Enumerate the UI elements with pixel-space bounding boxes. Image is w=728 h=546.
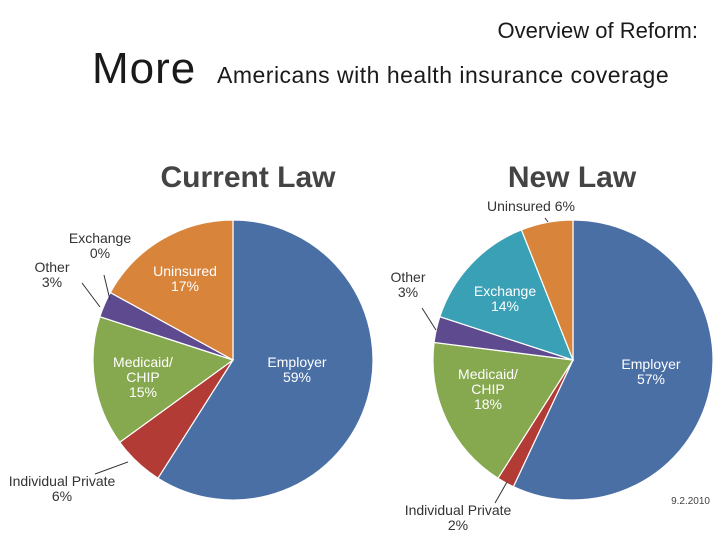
- pie-slice-uninsured: [520, 219, 574, 361]
- pie-slice-employer: [512, 219, 714, 501]
- slice-label-uninsured: Uninsured 6%: [487, 198, 575, 214]
- leader-line-individual-private: [494, 481, 508, 504]
- date-stamp: 9.2.2010: [671, 496, 710, 507]
- slice-label-uninsured: Uninsured 17%: [153, 263, 217, 294]
- slice-label-medicaid-chip: Medicaid/CHIP 15%: [113, 354, 173, 400]
- pie-slice-medicaid-chip: [432, 341, 575, 480]
- slice-label-individual-private: Individual Private 6%: [9, 473, 116, 504]
- pie-slice-exchange: [439, 229, 575, 361]
- pie-slice-employer: [157, 219, 374, 501]
- slice-label-employer: Employer 59%: [267, 354, 326, 385]
- leader-line-other: [421, 307, 437, 331]
- slice-label-medicaid-chip: Medicaid/CHIP 18%: [458, 366, 518, 412]
- slide-title-rest: Americans with health insurance coverage: [217, 62, 670, 88]
- leader-line-individual-private: [94, 461, 129, 475]
- slide-title-main: More: [92, 44, 197, 93]
- slice-label-individual-private: Individual Private 2%: [405, 502, 512, 533]
- pie-chart-current-law: Current Law Employer 59% Individual Private…: [9, 161, 374, 504]
- chart-title: New Law: [508, 161, 637, 194]
- leader-line-uninsured: [544, 217, 549, 223]
- pie-chart-new-law: New Law Employer 57% Individual Private 2% Me…: [390, 161, 714, 533]
- slice-label-exchange: Exchange 0%: [69, 230, 131, 261]
- slice-label-other: Other 3%: [34, 259, 69, 290]
- leader-line-other: [81, 282, 101, 308]
- chart-title: Current Law: [160, 161, 336, 194]
- slide-subtitle: Overview of Reform:: [497, 18, 699, 43]
- pie-slice-uninsured: [109, 219, 234, 362]
- slice-label-employer: Employer 57%: [621, 356, 680, 387]
- leader-line-exchange: [103, 274, 111, 301]
- slice-label-other: Other 3%: [390, 269, 425, 300]
- pie-slice-medicaid-chip: [92, 315, 235, 444]
- slice-label-exchange: Exchange 14%: [474, 283, 536, 314]
